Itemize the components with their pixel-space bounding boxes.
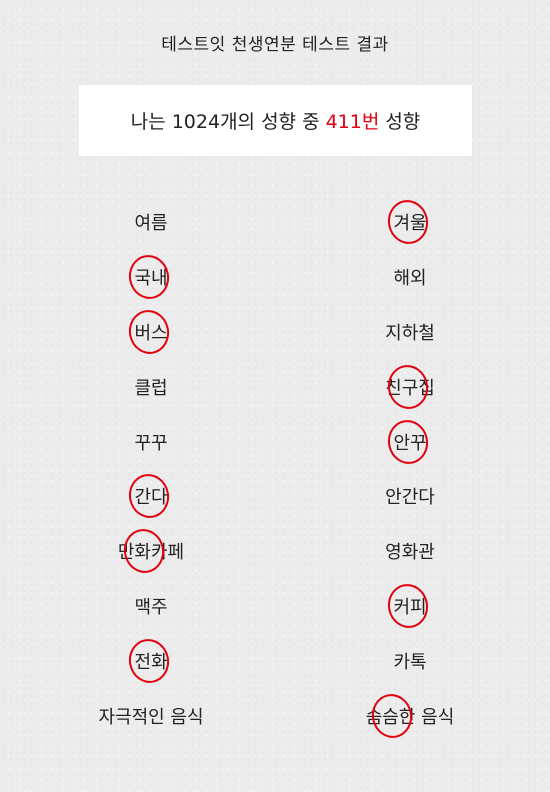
option-right: 영화관 [385,542,435,564]
preference-row: 국내 해외 [0,250,550,305]
option-left: 여름 [134,213,168,235]
option-right: 해외 [393,268,427,290]
option-left: 꾸꾸 [134,432,168,454]
option-right: 커피 [393,596,427,618]
preference-row: 자극적인 음식 슴슴한 음식 [0,688,550,743]
result-box: 나는 1024개의 성향 중 411번 성향 [79,85,472,156]
preference-grid: 여름 겨울 국내 해외 버스 지하철 클럽 친구집 꾸꾸 안꾸 간다 안간다 만… [0,195,550,743]
option-left: 전화 [134,651,168,673]
preference-row: 간다 안간다 [0,469,550,524]
option-left: 맥주 [134,596,168,618]
preference-row: 버스 지하철 [0,305,550,360]
result-suffix: 성향 [385,111,421,133]
preference-row: 여름 겨울 [0,195,550,250]
option-right: 친구집 [385,377,435,399]
option-right: 지하철 [385,322,435,344]
preference-row: 꾸꾸 안꾸 [0,414,550,469]
preference-row: 만화카페 영화관 [0,524,550,579]
option-right: 카톡 [393,651,427,673]
option-left: 버스 [134,322,168,344]
option-right: 겨울 [393,213,427,235]
result-prefix: 나는 1024개의 성향 중 [130,111,320,133]
preference-row: 맥주 커피 [0,579,550,634]
option-right: 안꾸 [393,432,427,454]
option-left: 자극적인 음식 [98,706,204,728]
result-number: 411번 [325,111,380,133]
option-right: 슴슴한 음식 [365,706,455,728]
preference-row: 전화 카톡 [0,633,550,688]
option-left: 클럽 [134,377,168,399]
option-left: 만화카페 [117,542,185,564]
option-left: 국내 [134,268,168,290]
option-right: 안간다 [385,487,435,509]
option-left: 간다 [134,487,168,509]
preference-row: 클럽 친구집 [0,359,550,414]
page-title: 테스트잇 천생연분 테스트 결과 [161,35,389,55]
